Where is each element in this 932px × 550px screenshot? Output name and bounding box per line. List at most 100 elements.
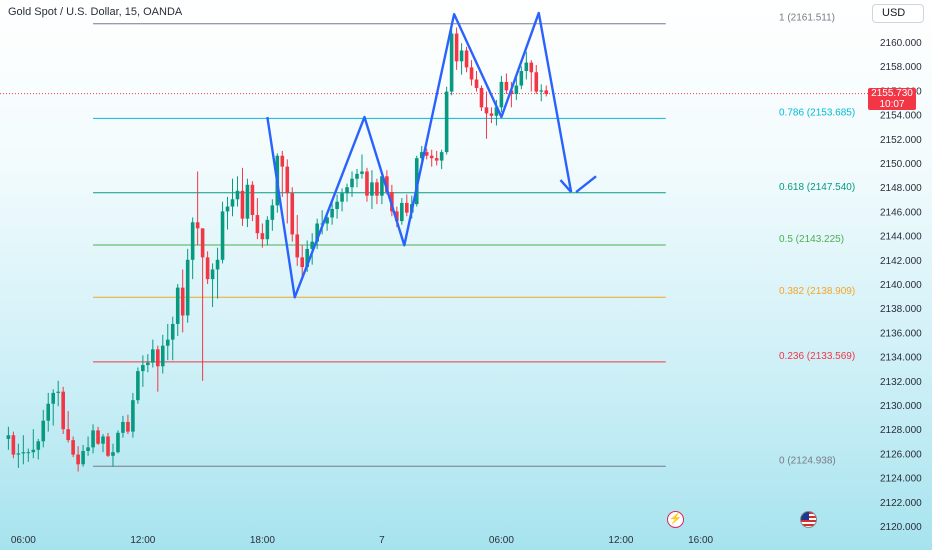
candle [429,149,434,167]
candle [245,178,250,228]
fib-label-0.5: 0.5 (2143.225) [779,234,844,245]
candle-body [66,429,70,441]
y-tick-label: 2134.000 [880,353,922,364]
candle-body [335,201,339,209]
candle-body [484,107,489,114]
candle [524,51,529,80]
candle [51,389,56,426]
candle [151,339,155,368]
candle-body [225,206,230,212]
candle [315,218,319,249]
candle [424,148,429,160]
y-tick-label: 2132.000 [880,377,922,388]
candle [46,392,51,432]
candle [71,436,75,458]
candle-body [215,259,220,270]
candle [280,150,285,197]
candle-body [195,222,200,229]
candle-body [474,79,479,88]
candle-body [400,202,404,222]
bolt-icon[interactable]: ⚡ [667,511,684,528]
candle [519,66,524,90]
candle-body [280,155,285,167]
candle-body [265,219,270,240]
candle [220,201,225,264]
candle [270,199,275,231]
candle [205,251,210,284]
candle [36,438,41,460]
candle-body [499,81,504,108]
candle [16,443,21,468]
candle-body [170,323,175,340]
candle [290,187,295,242]
candle-body [405,202,409,213]
candle-body [355,173,359,179]
candle [180,269,185,333]
candle-body [479,87,484,108]
fib-label-0.236: 0.236 (2133.569) [779,351,855,362]
candle [61,386,65,435]
candle-body [310,241,314,249]
candle [6,426,11,450]
fib-label-0: 0 (2124.938) [779,455,836,466]
candle [434,150,439,166]
candle-body [41,420,46,442]
candle-body [160,345,165,367]
currency-button[interactable]: USD [872,4,924,23]
candle-body [111,452,115,456]
candle-body [56,391,60,393]
candle-body [36,441,41,450]
x-tick-label: 06:00 [489,535,514,546]
candle-body [469,67,474,80]
candle [230,178,235,217]
candle [190,217,195,280]
candle-body [325,217,329,224]
candle [101,434,105,453]
candle [504,73,509,95]
candle [439,149,444,170]
candle-body [315,223,319,242]
candle [360,154,364,179]
candle [464,46,469,73]
pattern-zigzag [266,11,573,299]
candle [310,233,314,265]
candle-body [424,152,429,156]
candle-body [96,430,100,444]
candle [91,424,95,454]
candle-body [121,421,125,433]
us-flag-icon[interactable] [800,511,817,528]
candle-body [76,454,80,465]
fib-label-0.786: 0.786 (2153.685) [779,107,855,118]
candle [370,170,374,209]
candle [469,60,474,86]
candle [375,178,379,205]
candle [255,198,260,240]
candle-body [350,178,354,188]
candle [146,354,150,373]
candle-body [365,171,369,196]
candle [131,392,135,438]
y-tick-label: 2152.000 [880,135,922,146]
candle-body [519,71,524,86]
y-tick-label: 2124.000 [880,474,922,485]
x-tick-label: 12:00 [608,535,633,546]
candle [235,176,240,207]
candle [529,60,534,92]
candle [400,198,404,225]
candle-body [434,158,439,161]
candle [260,223,265,248]
candle-body [395,211,399,222]
candle-body [51,392,56,404]
candle [136,367,140,404]
candle [300,245,305,278]
candle-body [529,62,534,73]
candle [459,43,464,75]
candle [265,216,270,246]
candle-body [151,349,155,363]
candle-body [444,91,449,153]
candle-body [21,452,26,454]
chart-title: Gold Spot / U.S. Dollar, 15, OANDA [8,6,183,18]
candle-body [340,193,344,202]
candle-body [26,452,31,454]
y-tick-label: 2146.000 [880,207,922,218]
